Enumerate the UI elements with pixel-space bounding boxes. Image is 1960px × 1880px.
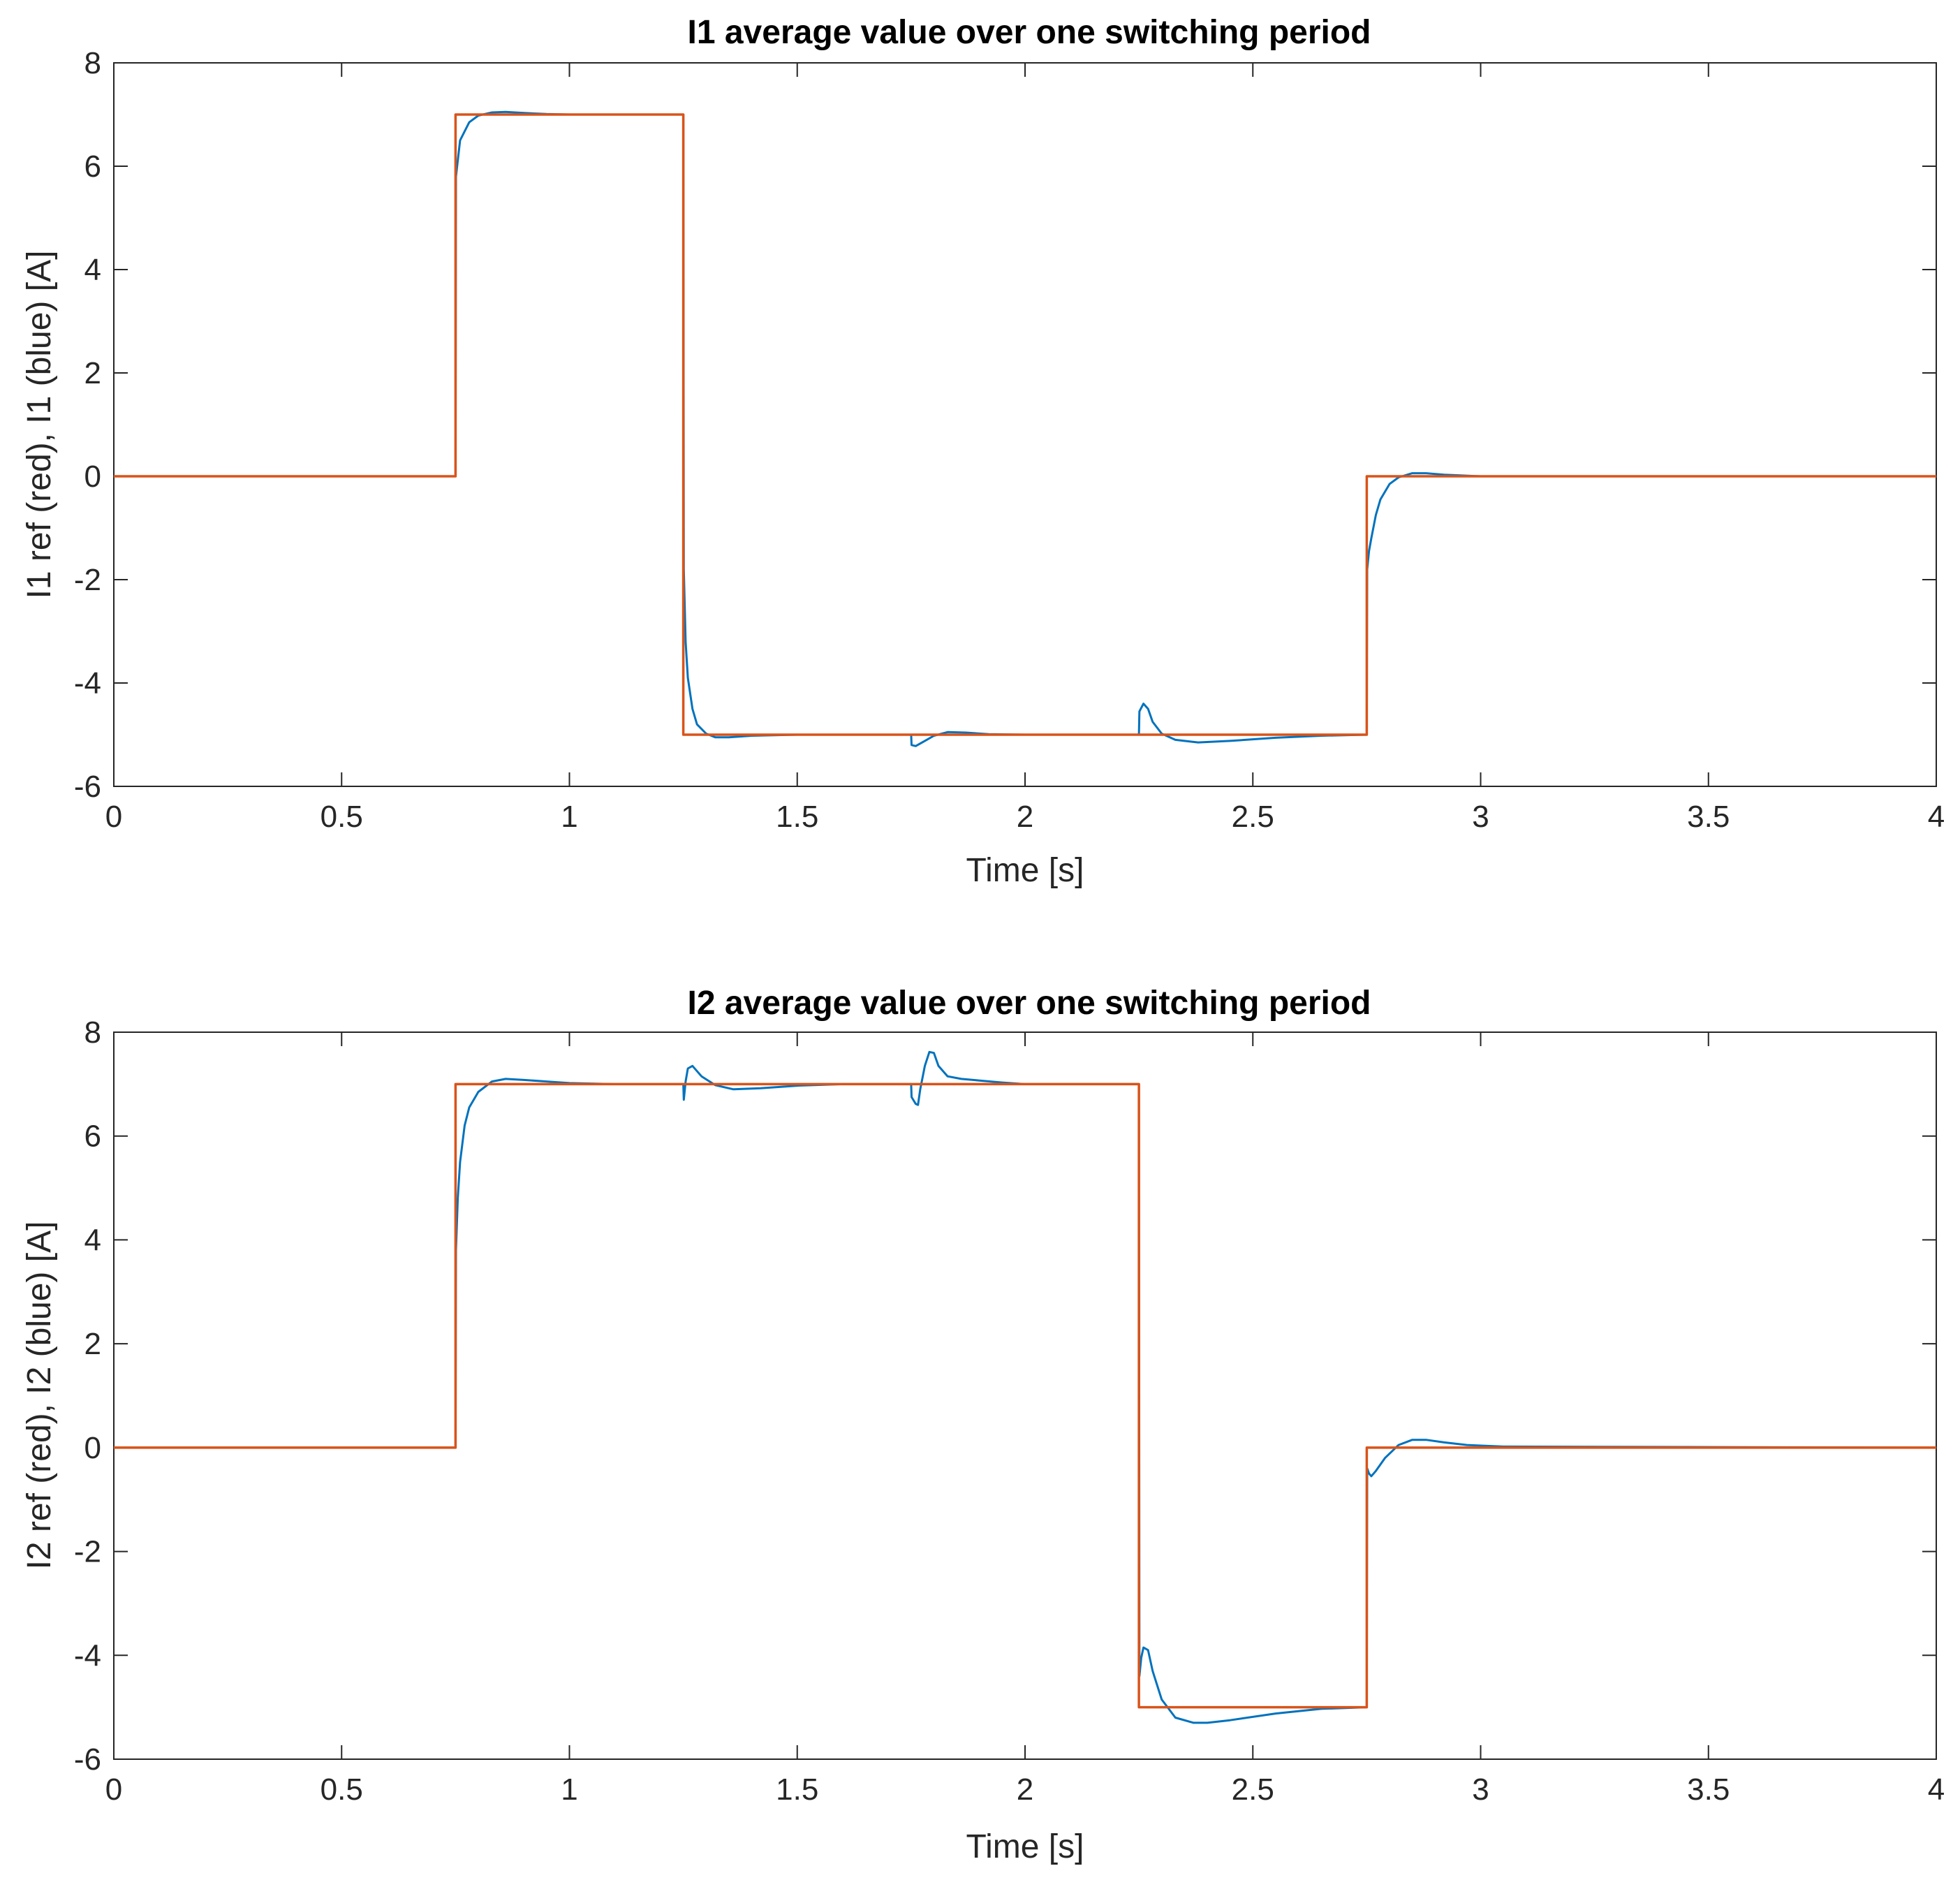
x-tick-label: 0 <box>105 1772 122 1807</box>
x-tick-label: 3.5 <box>1687 1772 1730 1807</box>
x-tick-label: 2.5 <box>1232 800 1274 834</box>
y-tick-label: -6 <box>74 770 101 804</box>
y-tick-label: 0 <box>84 1431 101 1465</box>
chart-title: I1 average value over one switching peri… <box>687 14 1371 51</box>
x-tick-label: 4 <box>1928 1772 1945 1807</box>
x-axis-label: Time [s] <box>966 852 1084 889</box>
chart-i1: I1 average value over one switching peri… <box>21 14 1945 889</box>
chart-i2: I2 average value over one switching peri… <box>21 985 1945 1865</box>
x-tick-label: 0 <box>105 800 122 834</box>
x-tick-label: 2.5 <box>1232 1772 1274 1807</box>
x-tick-label: 3 <box>1472 1772 1489 1807</box>
x-tick-label: 1.5 <box>776 1772 818 1807</box>
y-tick-label: 6 <box>84 1119 101 1154</box>
y-tick-label: 4 <box>84 1223 101 1257</box>
x-tick-label: 0.5 <box>320 800 363 834</box>
y-tick-label: 8 <box>84 1015 101 1050</box>
plot-area <box>113 62 1937 787</box>
x-tick-label: 1 <box>561 800 577 834</box>
series-group <box>114 1050 1937 1724</box>
y-tick-label: -4 <box>74 1638 101 1673</box>
x-tick-label: 3.5 <box>1687 800 1730 834</box>
reference-series-line <box>114 113 1936 736</box>
y-tick-label: 0 <box>84 460 101 494</box>
x-tick-label: 2 <box>1017 1772 1033 1807</box>
y-axis-label: I2 ref (red), I2 (blue) [A] <box>21 1221 58 1570</box>
reference-series-line <box>114 1082 1936 1709</box>
y-tick-label: 6 <box>84 149 101 184</box>
x-tick-label: 1.5 <box>776 800 818 834</box>
y-tick-label: -2 <box>74 563 101 597</box>
y-tick-label: -4 <box>74 666 101 700</box>
y-tick-label: 2 <box>84 356 101 390</box>
y-tick-label: -2 <box>74 1535 101 1569</box>
x-tick-label: 0.5 <box>320 1772 363 1807</box>
series-group <box>114 110 1936 747</box>
chart-title: I2 average value over one switching peri… <box>687 985 1371 1022</box>
y-tick-label: -6 <box>74 1742 101 1777</box>
x-tick-label: 3 <box>1472 800 1489 834</box>
x-axis-label: Time [s] <box>966 1828 1084 1865</box>
y-tick-label: 8 <box>84 46 101 80</box>
x-tick-label: 2 <box>1017 800 1033 834</box>
y-tick-label: 4 <box>84 253 101 287</box>
tick-group: 0 0.5 1 1.5 2 2.5 3 3.5 4 -6 -4 -2 0 2 4 6 8 <box>74 1015 1945 1807</box>
x-tick-label: 4 <box>1928 800 1945 834</box>
x-tick-label: 1 <box>561 1772 577 1807</box>
tick-group: 0 0.5 1 1.5 2 2.5 3 3.5 4 -6 -4 -2 0 2 4 6 8 <box>74 46 1945 834</box>
y-axis-label: I1 ref (red), I1 (blue) [A] <box>21 251 58 599</box>
plot-area <box>113 1031 1937 1760</box>
y-tick-label: 2 <box>84 1327 101 1361</box>
